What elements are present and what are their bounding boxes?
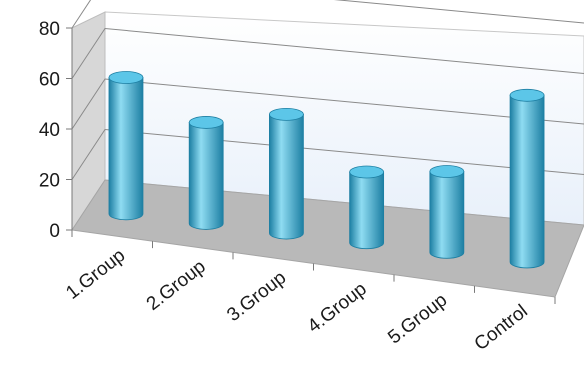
bar-top [509, 88, 545, 102]
bar-body [509, 94, 545, 269]
bar-top [188, 116, 224, 129]
gridline [71, 128, 584, 180]
gridline [71, 78, 584, 130]
y-tick-label: 0 [49, 221, 60, 242]
bar-top [108, 71, 144, 84]
bar-body [188, 122, 224, 230]
bar-body [429, 171, 465, 259]
gridline [71, 27, 584, 79]
bar [269, 107, 304, 240]
bar [188, 116, 224, 230]
y-axis: 0 20 40 60 80 [39, 19, 73, 242]
bars [108, 71, 545, 269]
bar-top [349, 165, 385, 179]
bar-body [269, 113, 304, 240]
y-tick-label: 80 [39, 19, 60, 40]
y-tick-label: 60 [39, 70, 60, 91]
y-tick-label: 20 [39, 171, 60, 192]
bar [429, 165, 465, 259]
bar-top [429, 165, 465, 178]
y-tick-label: 40 [39, 120, 60, 141]
gridline [71, 0, 584, 29]
bar [509, 88, 545, 269]
x-tick-label: 5.Group [384, 290, 451, 349]
bar-top [269, 107, 304, 121]
x-tick-label: 2.Group [143, 256, 210, 315]
bar-body [349, 171, 385, 250]
x-tick-label: 1.Group [62, 245, 129, 304]
bar [349, 165, 385, 250]
gridlines [71, 0, 584, 180]
x-tick-label: 3.Group [223, 267, 290, 326]
bar-body [108, 77, 144, 221]
x-tick-label: Control [471, 301, 532, 355]
bar [108, 71, 144, 221]
plot-walls [71, 11, 584, 298]
x-tick-label: 4.Group [304, 278, 371, 337]
